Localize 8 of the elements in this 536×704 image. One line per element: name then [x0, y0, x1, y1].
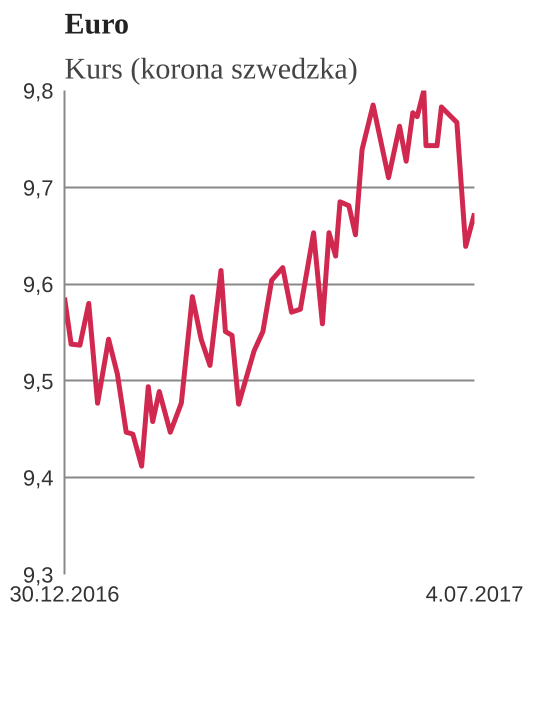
- y-tick-label: 9,4: [22, 466, 54, 491]
- x-tick-label: 4.07.2017: [426, 582, 524, 606]
- y-tick-label: 9,6: [22, 272, 54, 298]
- y-tick-label: 9,5: [22, 368, 54, 394]
- chart-title: Euro: [64, 8, 129, 40]
- y-tick-label: 9,7: [22, 175, 54, 200]
- y-tick-label: 9,8: [22, 78, 54, 104]
- chart-subtitle: Kurs (korona szwedzka): [64, 52, 358, 86]
